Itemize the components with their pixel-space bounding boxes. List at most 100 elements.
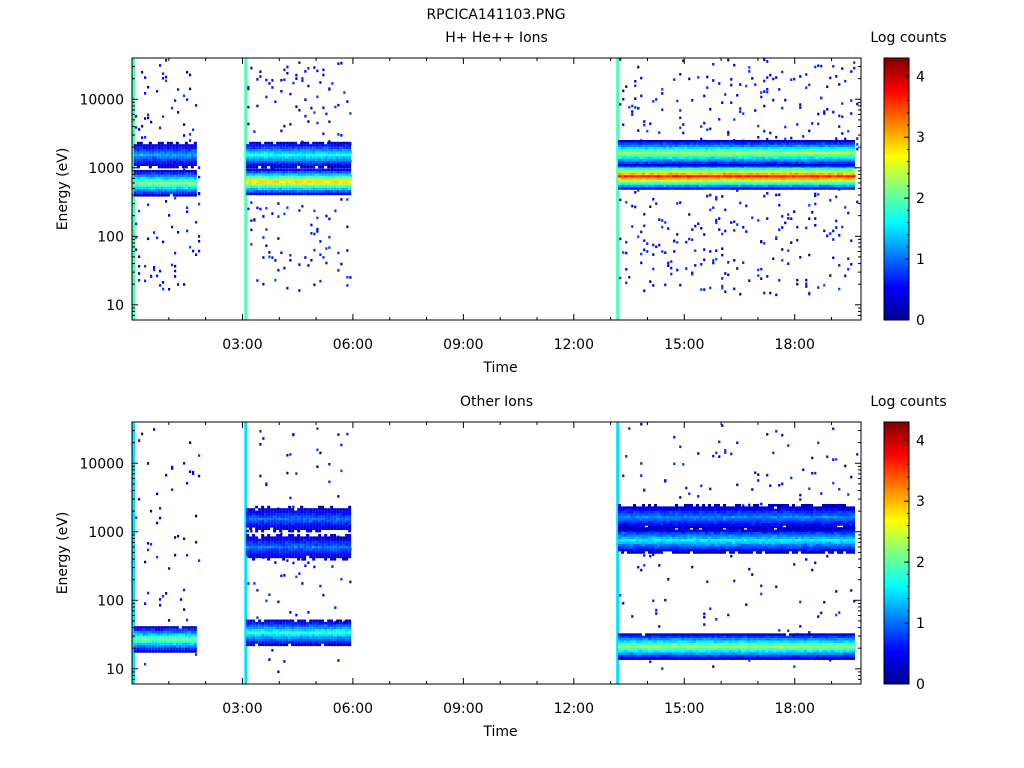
band-cell — [345, 175, 349, 179]
band-cell — [154, 148, 158, 152]
band-cell — [291, 148, 295, 152]
band-cell — [687, 163, 690, 167]
band-cell — [672, 149, 675, 153]
band-cell — [714, 172, 717, 176]
band-cell — [618, 159, 621, 162]
band-cell — [837, 159, 840, 162]
band-cell — [786, 163, 789, 167]
band-cell — [696, 156, 699, 160]
band-cell — [708, 147, 711, 150]
noise-cell — [301, 79, 304, 83]
band-cell — [333, 180, 337, 184]
noise-cell — [835, 75, 838, 78]
band-cell — [190, 148, 194, 152]
band-cell — [148, 141, 152, 145]
band-cell — [336, 619, 340, 623]
band-cell — [151, 179, 155, 183]
band-cell — [690, 184, 693, 188]
band-cell — [339, 148, 343, 152]
band-cell — [175, 172, 179, 175]
noise-cell — [781, 106, 784, 110]
band-cell — [169, 633, 173, 636]
band-cell — [762, 161, 765, 165]
band-cell — [645, 179, 648, 183]
band-cell — [321, 141, 325, 145]
band-cell — [151, 177, 155, 180]
band-cell — [285, 170, 289, 174]
band-cell — [282, 144, 286, 147]
noise-cell — [144, 117, 147, 120]
band-cell — [249, 153, 253, 157]
band-cell — [291, 175, 295, 179]
noise-cell — [144, 264, 147, 268]
noise-cell — [637, 565, 640, 569]
band-cell — [288, 624, 292, 627]
band-cell — [735, 163, 738, 167]
band-cell — [276, 626, 280, 630]
band-cell — [136, 635, 140, 639]
band-cell — [258, 541, 262, 544]
band-cell — [279, 148, 283, 152]
band-cell — [285, 180, 289, 184]
band-cell — [258, 185, 262, 188]
band-cell — [726, 184, 729, 188]
band-cell — [699, 142, 702, 145]
band-cell — [654, 151, 657, 155]
band-cell — [178, 179, 182, 183]
band-cell — [342, 643, 346, 647]
band-cell — [327, 180, 331, 184]
band-cell — [255, 536, 259, 539]
band-cell — [726, 177, 729, 181]
noise-cell — [150, 509, 153, 513]
band-cell — [792, 144, 795, 148]
band-cell — [732, 147, 735, 150]
band-cell — [300, 153, 304, 157]
band-cell — [303, 192, 307, 196]
noise-cell — [706, 580, 709, 584]
noise-cell — [646, 250, 649, 253]
band-cell — [663, 144, 666, 148]
band-cell — [190, 146, 194, 150]
noise-cell — [337, 269, 340, 272]
band-cell — [261, 148, 265, 152]
band-cell — [735, 167, 738, 171]
band-cell — [852, 172, 855, 176]
band-cell — [771, 139, 774, 143]
band-cell — [639, 156, 642, 160]
band-cell — [702, 175, 705, 178]
band-cell — [297, 153, 301, 157]
band-cell — [822, 139, 825, 143]
band-cell — [246, 156, 250, 159]
band-cell — [627, 165, 630, 169]
band-cell — [345, 619, 349, 623]
band-cell — [172, 181, 176, 185]
band-cell — [342, 165, 346, 169]
band-cell — [252, 638, 256, 642]
band-cell — [309, 629, 313, 632]
noise-cell — [286, 559, 289, 562]
band-cell — [618, 163, 621, 167]
noise-cell — [135, 516, 138, 519]
band-cell — [816, 149, 819, 153]
band-cell — [142, 647, 146, 651]
noise-cell — [274, 259, 277, 262]
noise-cell — [168, 214, 171, 217]
band-cell — [702, 167, 705, 171]
band-cell — [333, 190, 337, 193]
band-cell — [297, 543, 301, 547]
noise-cell — [811, 471, 814, 475]
band-cell — [714, 163, 717, 167]
band-cell — [270, 160, 274, 164]
band-cell — [136, 141, 140, 145]
band-cell — [843, 170, 846, 173]
noise-cell — [700, 137, 703, 141]
band-cell — [178, 151, 182, 154]
band-cell — [852, 179, 855, 183]
band-cell — [792, 184, 795, 188]
band-cell — [759, 179, 762, 183]
noise-cell — [186, 70, 189, 74]
band-cell — [252, 141, 256, 145]
band-cell — [750, 151, 753, 155]
band-cell — [342, 638, 346, 642]
band-cell — [154, 633, 158, 636]
